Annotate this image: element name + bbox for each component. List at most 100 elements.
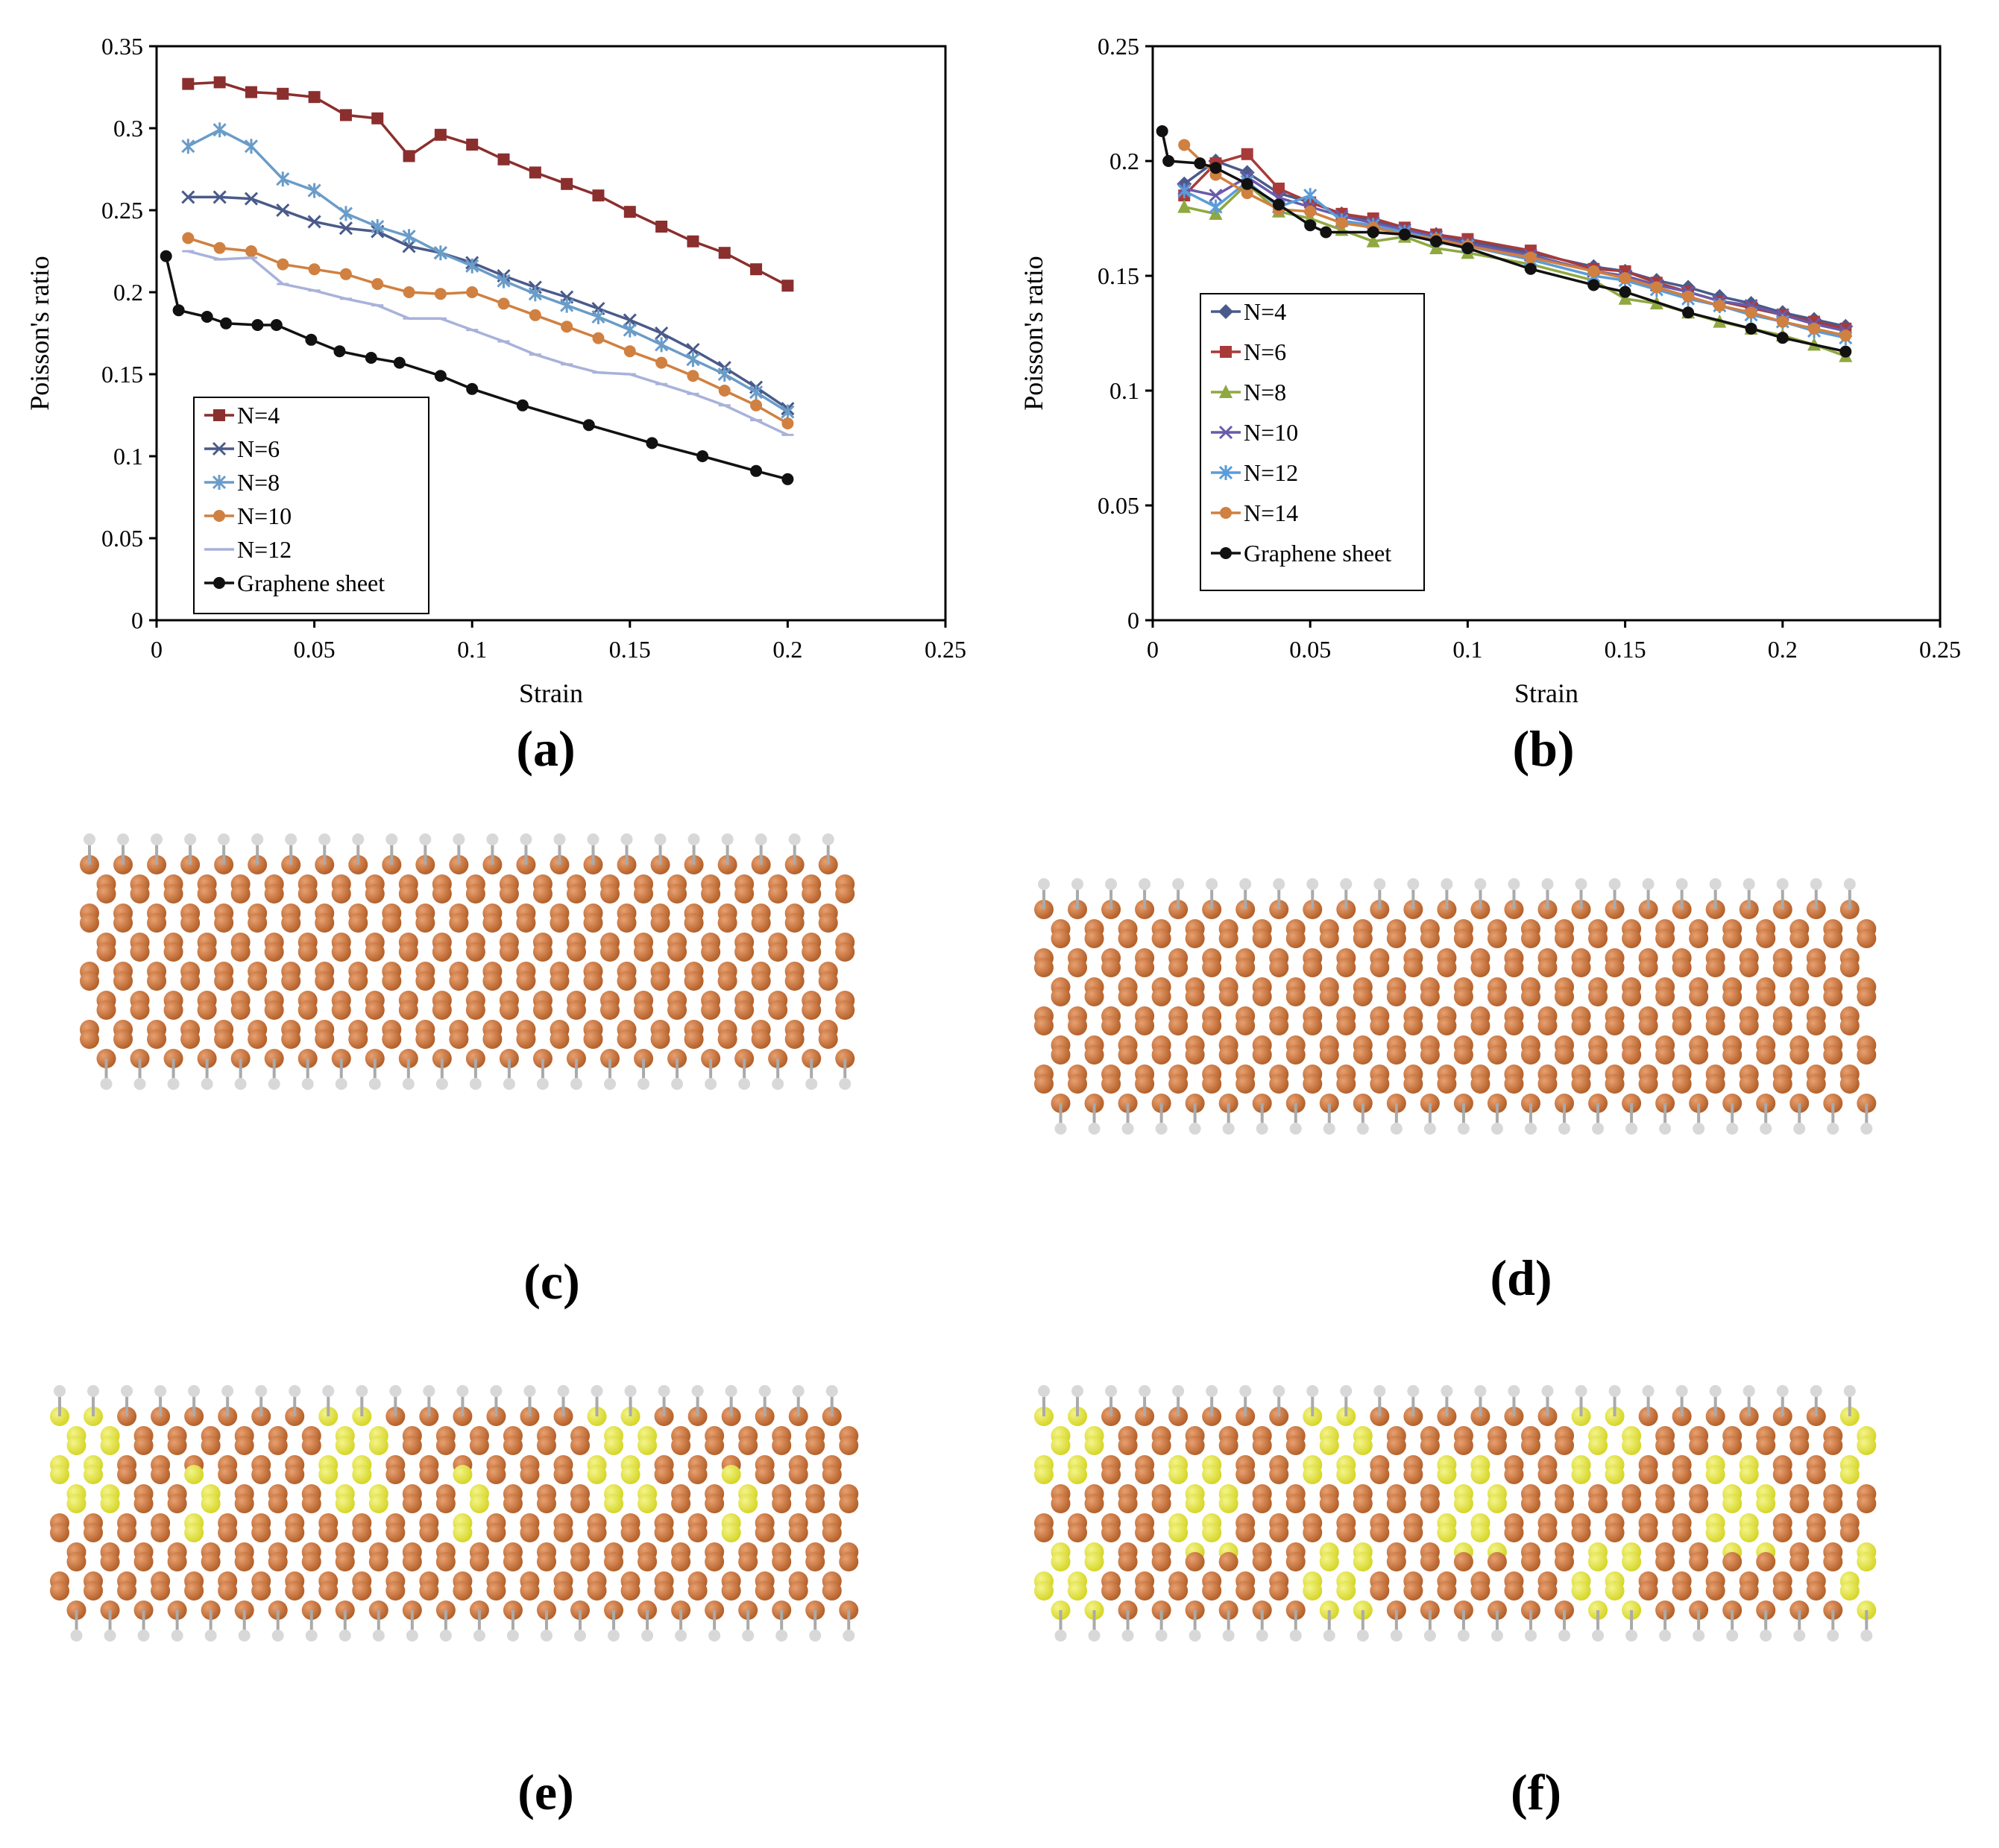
carbon-atom <box>1655 1552 1675 1571</box>
data-point <box>1162 155 1175 167</box>
hydrogen-atom <box>1575 1385 1587 1397</box>
carbon-atom <box>415 913 435 933</box>
carbon-atom <box>667 942 687 962</box>
carbon-atom <box>1555 987 1575 1006</box>
carbon-atom <box>772 1494 792 1513</box>
hydrogen-atom <box>1575 878 1587 890</box>
data-point <box>403 286 415 298</box>
carbon-atom <box>1034 958 1054 977</box>
carbon-atom <box>298 1000 318 1020</box>
structure-panel-f <box>1029 1372 1968 1759</box>
legend-marker <box>213 409 225 421</box>
hydrogen-atom <box>1490 1123 1503 1135</box>
hydrogen-atom <box>1441 1385 1453 1397</box>
data-point <box>402 239 416 253</box>
carbon-atom <box>570 1552 591 1571</box>
carbon-atom <box>784 913 805 933</box>
carbon-atom <box>1470 1074 1490 1094</box>
carbon-atom <box>469 1436 489 1455</box>
carbon-atom <box>50 1523 69 1542</box>
carbon-atom <box>520 1581 540 1601</box>
carbon-atom <box>1789 1045 1810 1065</box>
carbon-atom <box>214 913 234 933</box>
hydrogen-atom <box>456 1385 469 1397</box>
carbon-atom <box>1806 1581 1826 1601</box>
carbon-atom <box>1269 1465 1289 1484</box>
legend: N=4 N=6 N=8 N=10 N=12 N=14 Graphene sheet <box>1200 293 1425 591</box>
carbon-atom <box>654 1523 674 1542</box>
carbon-atom <box>1504 958 1524 977</box>
hydrogen-atom <box>1524 1123 1537 1135</box>
dopant-atom <box>318 1465 339 1484</box>
carbon-atom <box>1118 987 1138 1006</box>
hydrogen-atom <box>1423 1630 1436 1642</box>
dopant-atom <box>1168 1523 1189 1542</box>
atoms <box>80 855 855 1068</box>
hydrogen-atom <box>271 1630 284 1642</box>
dopant-atom <box>1051 1552 1071 1571</box>
carbon-atom <box>550 971 570 991</box>
carbon-atom <box>1235 1074 1256 1094</box>
dopant-atom <box>1588 1552 1608 1571</box>
carbon-atom <box>486 1523 506 1542</box>
carbon-atom <box>251 1523 271 1542</box>
dopant-atom <box>1319 1552 1339 1571</box>
y-tick-label: 0.1 <box>113 443 143 470</box>
y-tick-label: 0.25 <box>1098 33 1139 60</box>
carbon-atom <box>1571 958 1591 977</box>
dopant-atom <box>1857 1436 1877 1455</box>
hydrogen-atom <box>339 1630 351 1642</box>
data-point <box>1241 148 1253 160</box>
carbon-atom <box>768 1000 788 1020</box>
hydrogen-atom <box>70 1630 83 1642</box>
carbon-atom <box>1151 1494 1171 1513</box>
data-point <box>582 419 595 432</box>
carbon-atom <box>1135 1016 1155 1035</box>
x-tick-label: 0.2 <box>772 636 802 663</box>
carbon-atom <box>1118 1045 1138 1065</box>
legend-box <box>193 397 429 614</box>
carbon-atom <box>449 971 469 991</box>
data-point <box>277 87 289 100</box>
carbon-atom <box>449 913 469 933</box>
carbon-atom <box>1588 929 1608 948</box>
carbon-atom <box>1303 958 1323 977</box>
hydrogen-atom <box>792 1385 805 1397</box>
data-point <box>497 273 511 288</box>
hydrogen-atom <box>87 1385 100 1397</box>
carbon-atom <box>1555 929 1575 948</box>
carbon-atom <box>432 942 452 962</box>
data-point <box>781 404 795 420</box>
hydrogen-atom <box>423 1385 435 1397</box>
carbon-atom <box>197 942 217 962</box>
data-point <box>591 309 605 324</box>
carbon-atom <box>1722 1045 1743 1065</box>
carbon-atom <box>435 1494 456 1513</box>
dopant-atom <box>604 1494 624 1513</box>
carbon-atom <box>1839 1074 1860 1094</box>
legend-label: N=12 <box>1244 459 1298 486</box>
carbon-atom <box>1370 1465 1390 1484</box>
carbon-atom <box>1672 1581 1692 1601</box>
data-point <box>1524 251 1537 264</box>
carbon-atom <box>583 913 603 933</box>
carbon-atom <box>1772 1074 1792 1094</box>
carbon-atom <box>1185 987 1205 1006</box>
carbon-atom <box>1453 1436 1473 1455</box>
carbon-atom <box>1571 1016 1591 1035</box>
carbon-atom <box>503 1494 523 1513</box>
carbon-atom <box>465 1000 485 1020</box>
carbon-atom <box>1672 1074 1692 1094</box>
hydrogen-atom <box>121 1385 133 1397</box>
data-point <box>371 219 385 234</box>
carbon-atom <box>1151 987 1171 1006</box>
hydrogen-atom <box>1172 1385 1185 1397</box>
carbon-atom <box>1839 958 1860 977</box>
data-point <box>718 385 731 397</box>
carbon-atom <box>671 1552 691 1571</box>
carbon-atom <box>617 913 637 933</box>
carbon-atom <box>516 971 536 991</box>
carbon-atom <box>768 942 788 962</box>
data-point <box>307 183 321 198</box>
legend-label: N=8 <box>1244 379 1286 406</box>
